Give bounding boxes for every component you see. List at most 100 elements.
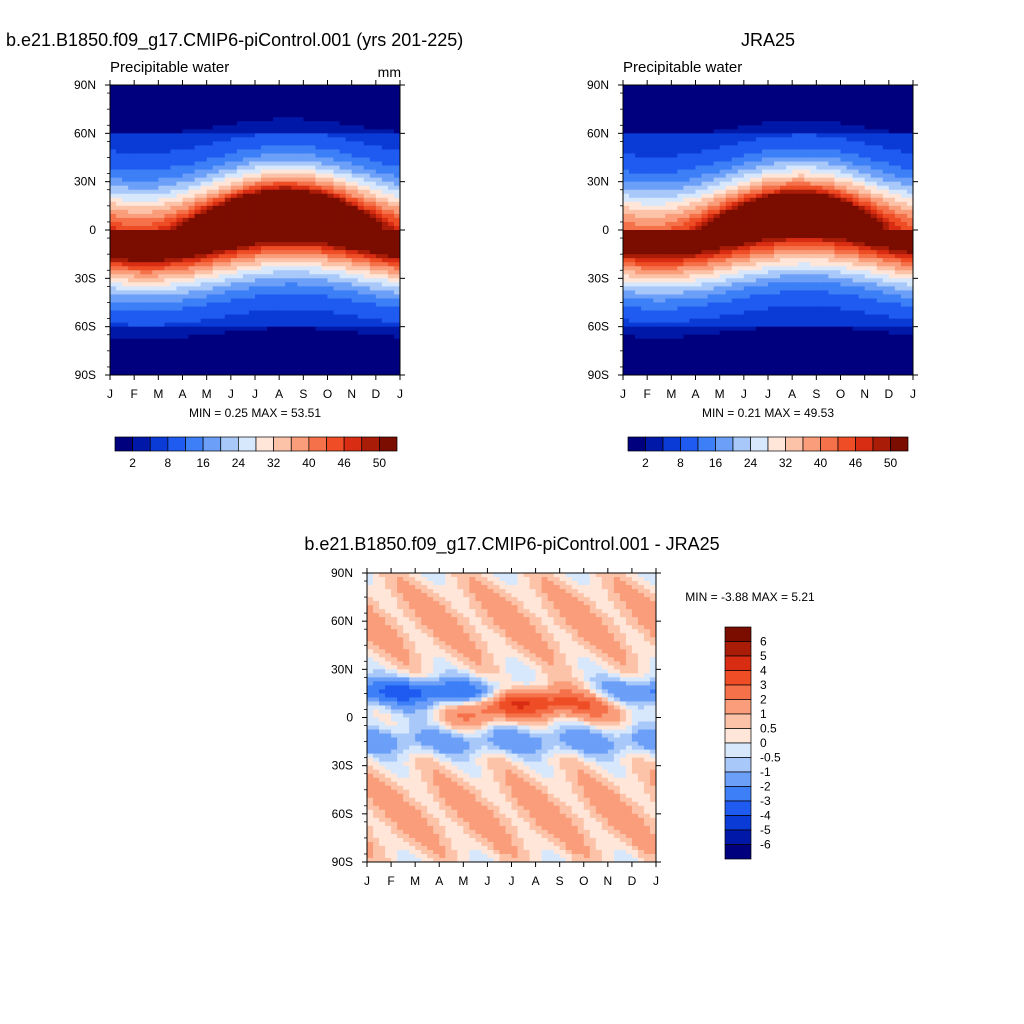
model-contour-cell <box>164 286 172 292</box>
model-contour-cell <box>351 354 359 360</box>
obs-contour-cell <box>846 153 854 159</box>
model-contour-cell <box>248 129 256 134</box>
model-contour-cell <box>333 201 341 207</box>
model-contour-cell <box>351 262 359 267</box>
model-contour-cell <box>176 262 184 267</box>
model-contour-cell <box>357 225 365 231</box>
model-contour-cell <box>333 221 341 227</box>
model-contour-cell <box>122 169 129 175</box>
model-contour-cell <box>339 294 347 300</box>
model-contour-cell <box>297 97 304 102</box>
model-contour-cell <box>279 254 286 259</box>
model-contour-cell <box>182 85 190 90</box>
model-contour-cell <box>182 282 190 287</box>
model-contour-cell <box>140 133 147 138</box>
model-contour-cell <box>146 354 153 360</box>
model-contour-cell <box>158 133 165 138</box>
obs-contour-cell <box>647 189 654 195</box>
model-contour-cell <box>116 370 123 375</box>
obs-contour-cell <box>761 85 769 90</box>
model-contour-cell <box>267 141 274 147</box>
model-min-max: MIN = 0.25 MAX = 53.51 <box>189 406 321 420</box>
obs-contour-cell <box>719 105 727 110</box>
obs-contour-cell <box>816 89 823 94</box>
model-contour-cell <box>128 282 135 287</box>
obs-contour-cell <box>804 85 811 90</box>
obs-contour-cell <box>894 173 902 179</box>
model-contour-cell <box>134 230 141 235</box>
model-contour-cell <box>333 181 341 187</box>
model-contour-cell <box>206 274 214 279</box>
model-contour-cell <box>176 129 184 134</box>
model-contour-cell <box>309 234 317 239</box>
model-contour-cell <box>242 290 250 296</box>
model-contour-cell <box>327 262 335 267</box>
model-contour-cell <box>363 350 371 356</box>
obs-contour-cell <box>864 197 872 203</box>
obs-contour-cell <box>846 125 854 130</box>
model-contour-cell <box>363 362 371 368</box>
model-contour-cell <box>357 93 365 98</box>
model-contour-cell <box>255 278 262 283</box>
model-contour-cell <box>333 105 341 110</box>
obs-contour-cell <box>768 153 775 159</box>
obs-contour-cell <box>671 185 678 191</box>
model-contour-cell <box>128 109 135 114</box>
model-contour-cell <box>357 157 365 163</box>
obs-contour-cell <box>761 181 769 187</box>
model-contour-cell <box>194 129 202 134</box>
model-contour-cell <box>255 153 262 159</box>
model-contour-cell <box>224 145 232 151</box>
obs-contour-cell <box>719 101 727 106</box>
model-contour-cell <box>279 234 286 239</box>
obs-contour-cell <box>629 153 636 159</box>
model-colorbar-label: 8 <box>165 456 172 470</box>
obs-contour-cell <box>822 105 830 110</box>
model-contour-cell <box>297 354 304 360</box>
obs-contour-cell <box>641 133 648 138</box>
obs-contour-cell <box>810 113 817 118</box>
model-contour-cell <box>339 298 347 304</box>
model-contour-cell <box>164 266 172 271</box>
model-contour-cell <box>134 189 141 195</box>
obs-contour-cell <box>900 109 908 114</box>
obs-contour-cell <box>858 157 866 163</box>
model-contour-cell <box>321 282 329 287</box>
model-contour-cell <box>194 298 202 304</box>
model-contour-cell <box>303 217 310 223</box>
model-contour-cell <box>303 137 310 142</box>
model-contour-cell <box>200 173 208 179</box>
model-contour-cell <box>176 270 184 275</box>
model-contour-cell <box>152 370 159 375</box>
obs-contour-cell <box>755 177 763 183</box>
obs-contour-cell <box>665 201 672 207</box>
model-contour-cell <box>381 350 389 356</box>
model-contour-cell <box>369 270 377 275</box>
model-contour-cell <box>369 121 377 126</box>
model-contour-cell <box>393 85 400 90</box>
model-contour-cell <box>267 278 274 283</box>
obs-contour-cell <box>810 201 817 207</box>
model-contour-cell <box>188 290 196 296</box>
obs-contour-cell <box>677 169 685 175</box>
model-contour-cell <box>134 93 141 98</box>
obs-contour-cell <box>755 201 763 207</box>
model-contour-cell <box>200 205 208 211</box>
model-contour-cell <box>279 153 286 159</box>
model-contour-cell <box>375 254 383 259</box>
model-contour-cell <box>230 185 238 191</box>
model-contour-cell <box>152 294 159 300</box>
model-contour-cell <box>279 334 286 340</box>
model-contour-cell <box>170 230 178 235</box>
model-contour-cell <box>321 89 329 94</box>
model-contour-cell <box>345 105 353 110</box>
obs-contour-cell <box>755 169 763 175</box>
model-contour-cell <box>297 185 304 191</box>
model-contour-cell <box>170 274 178 279</box>
model-contour-cell <box>218 242 226 247</box>
obs-contour-cell <box>876 149 884 155</box>
model-contour-cell <box>369 230 377 235</box>
model-contour-cell <box>357 306 365 312</box>
obs-contour-cell <box>804 129 811 134</box>
